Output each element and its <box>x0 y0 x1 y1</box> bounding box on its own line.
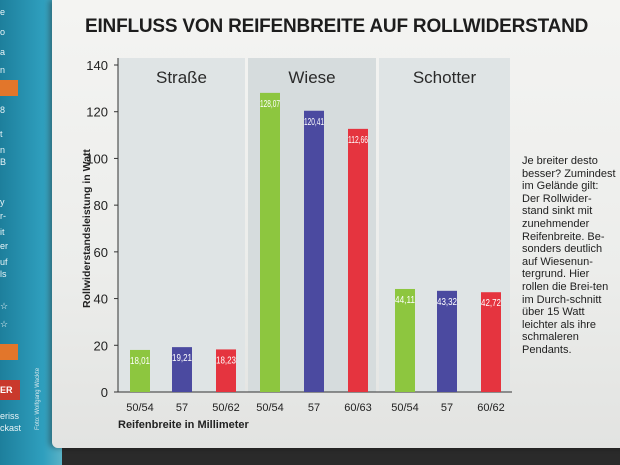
y-tick-label: 100 <box>86 151 108 166</box>
y-axis-label: Rollwiderstandsleistung in Watt <box>81 149 93 308</box>
bar-value-label: 18,23 <box>216 355 236 366</box>
adjacent-page-fragment: r- <box>0 211 6 221</box>
group-label: Schotter <box>413 68 477 87</box>
group-panel <box>118 58 245 392</box>
bar <box>260 92 280 392</box>
adjacent-page-fragment: o <box>0 27 6 37</box>
adjacent-page-fragment: ☆ <box>0 301 9 311</box>
adjacent-page-fragment: a <box>0 47 6 57</box>
adjacent-page-fragment: er <box>0 241 9 251</box>
adjacent-page-fragment: n <box>0 145 6 155</box>
y-tick-label: 80 <box>94 198 108 213</box>
bar-value-label: 112,66 <box>348 135 368 146</box>
y-tick-label: 60 <box>94 245 108 260</box>
side-text: Je breiter desto besser? Zumindest im Ge… <box>522 155 617 357</box>
adjacent-page-fragment: n <box>0 65 6 75</box>
bar <box>348 128 368 392</box>
side-text-paragraph: Je breiter desto besser? Zumindest im Ge… <box>522 155 616 356</box>
bar <box>304 110 324 392</box>
bar <box>216 349 236 392</box>
adjacent-page-marker <box>0 80 18 96</box>
bar <box>172 347 192 392</box>
adjacent-page-fragment: uf <box>0 257 8 267</box>
x-tick-label: 60/62 <box>477 402 505 414</box>
adjacent-page-fragment: B <box>0 157 7 167</box>
y-tick-label: 140 <box>86 58 108 73</box>
bar-value-label: 42,72 <box>481 298 501 309</box>
bar-value-label: 18,01 <box>130 356 150 367</box>
adjacent-page-fragment: ☆ <box>0 319 9 329</box>
adjacent-page-marker <box>0 344 18 360</box>
x-axis-label: Reifenbreite in Millimeter <box>118 419 250 431</box>
group-label: Straße <box>156 68 207 87</box>
x-tick-label: 50/62 <box>212 402 240 414</box>
bar-value-label: 44,11 <box>395 295 415 306</box>
x-tick-label: 50/54 <box>126 402 154 414</box>
bar-value-label: 120,41 <box>304 117 324 128</box>
bar <box>437 290 457 392</box>
adjacent-page-fragment: ER <box>0 380 20 400</box>
adjacent-page-fragment: ckast <box>0 423 22 433</box>
x-tick-label: 57 <box>176 402 188 414</box>
bar <box>481 292 501 392</box>
adjacent-page-fragment: t <box>0 129 3 139</box>
x-tick-label: 57 <box>441 402 453 414</box>
adjacent-page-fragment: 8 <box>0 105 6 115</box>
bar <box>395 288 415 392</box>
y-tick-label: 0 <box>101 385 108 400</box>
chart-title: EINFLUSS VON REIFENBREITE AUF ROLLWIDERS… <box>85 16 589 37</box>
adjacent-page-fragment: eriss <box>0 411 20 421</box>
x-tick-label: 60/63 <box>344 402 372 414</box>
y-tick-label: 120 <box>86 105 108 120</box>
group-label: Wiese <box>288 68 335 87</box>
x-tick-label: 57 <box>308 402 320 414</box>
x-tick-label: 50/54 <box>391 402 419 414</box>
y-tick-label: 20 <box>94 338 108 353</box>
adjacent-page-fragment: y <box>0 197 5 207</box>
adjacent-page-fragment: it <box>0 227 5 237</box>
adjacent-page-fragment: ls <box>0 269 7 279</box>
adjacent-page-fragment: e <box>0 7 6 17</box>
x-tick-label: 50/54 <box>256 402 284 414</box>
y-tick-label: 40 <box>94 292 108 307</box>
bar-value-label: 128,07 <box>260 99 280 110</box>
bar-value-label: 19,21 <box>172 353 192 364</box>
bar-value-label: 43,32 <box>437 297 457 308</box>
bar <box>130 349 150 392</box>
